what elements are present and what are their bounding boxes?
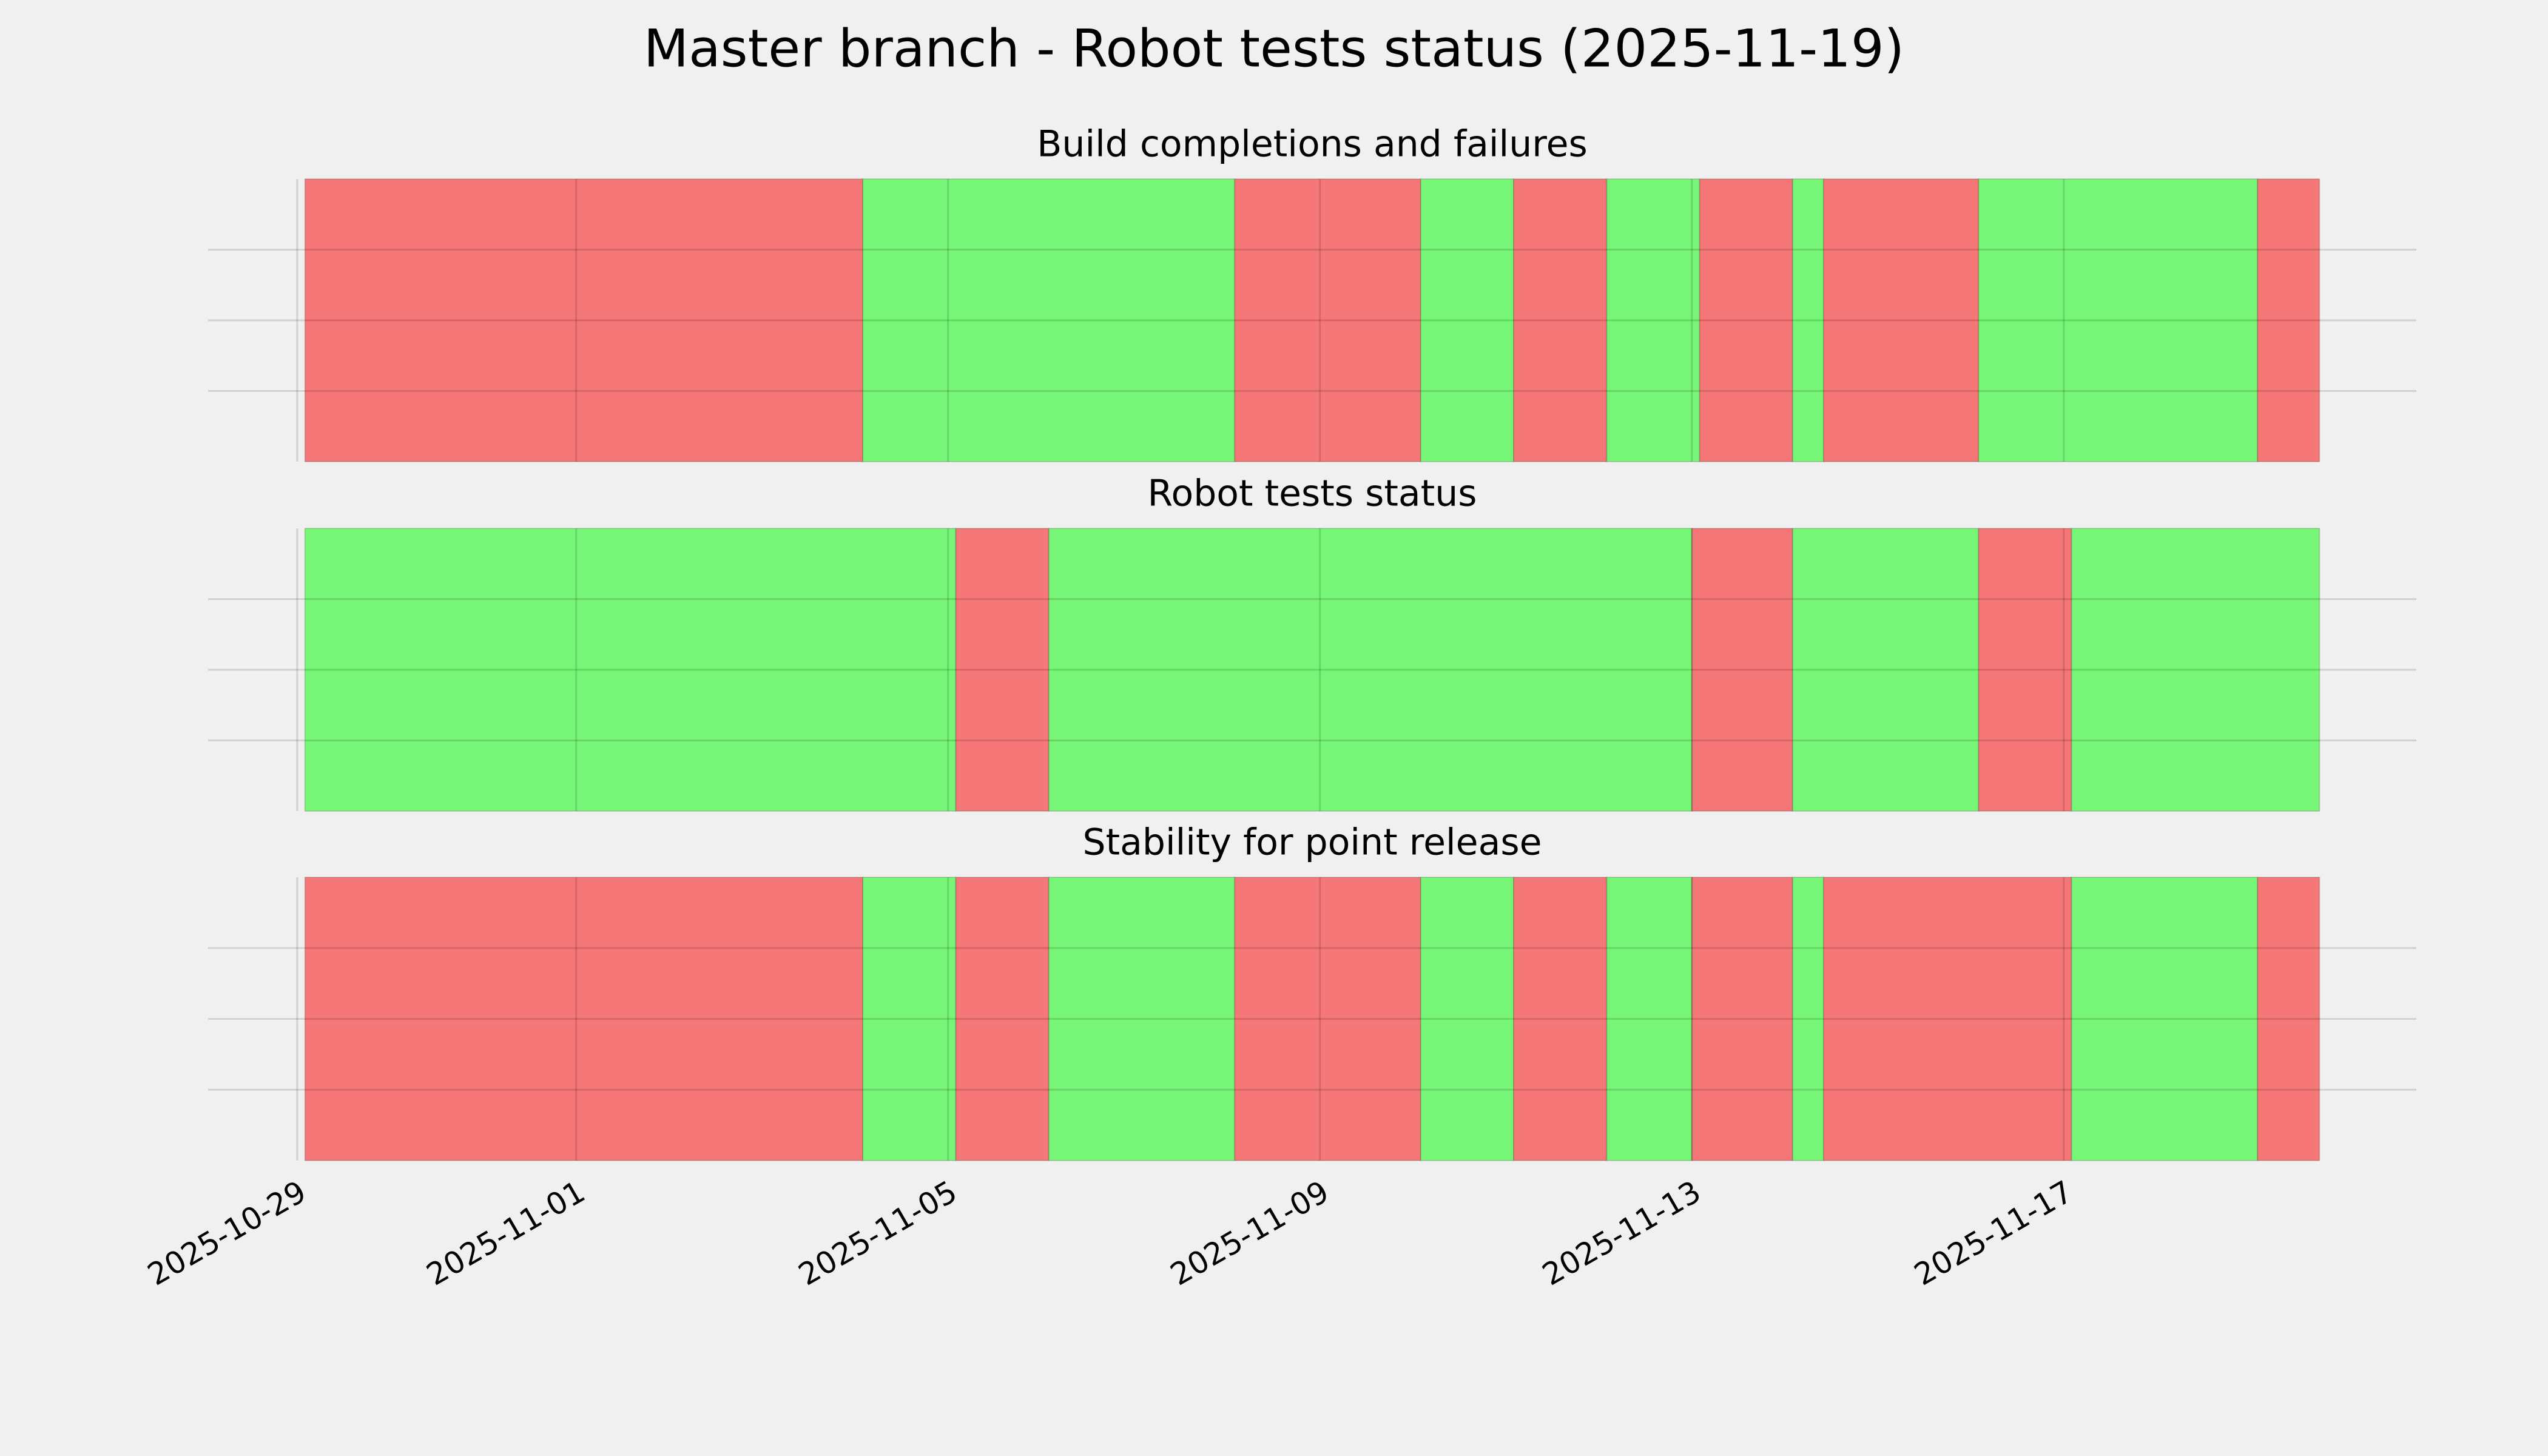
panel-title: Robot tests status <box>1147 473 1477 515</box>
status-segment <box>1822 877 2072 1161</box>
status-segment <box>2257 877 2320 1161</box>
status-segment <box>1791 877 1824 1161</box>
status-segment <box>1234 877 1421 1161</box>
status-segment <box>2071 877 2259 1161</box>
panel-title: Build completions and failures <box>1037 123 1588 166</box>
status-segment <box>1513 178 1608 462</box>
status-segment <box>862 178 1236 462</box>
status-segment <box>1691 528 1793 812</box>
status-segment <box>1420 877 1515 1161</box>
status-segment <box>1822 178 1980 462</box>
status-segment <box>1978 178 2259 462</box>
status-segment <box>2257 178 2320 462</box>
status-segment <box>1048 528 1693 812</box>
status-segment <box>2071 528 2320 812</box>
status-segment <box>304 877 864 1161</box>
status-segment <box>1791 178 1824 462</box>
status-segment <box>862 877 957 1161</box>
status-segment <box>1234 178 1421 462</box>
panel-title: Stability for point release <box>1082 821 1542 864</box>
status-segment <box>1513 877 1608 1161</box>
status-segment <box>304 178 864 462</box>
status-segment <box>955 877 1050 1161</box>
status-segment <box>1606 178 1700 462</box>
status-segment <box>1699 178 1793 462</box>
status-segment <box>1606 877 1693 1161</box>
status-segment <box>1048 877 1236 1161</box>
status-segment <box>1791 528 1980 812</box>
status-segment <box>304 528 957 812</box>
chart-title: Master branch - Robot tests status (2025… <box>644 18 1904 79</box>
status-segment <box>955 528 1050 812</box>
status-segment <box>1420 178 1515 462</box>
status-segment <box>1978 528 2072 812</box>
status-segment <box>1691 877 1793 1161</box>
